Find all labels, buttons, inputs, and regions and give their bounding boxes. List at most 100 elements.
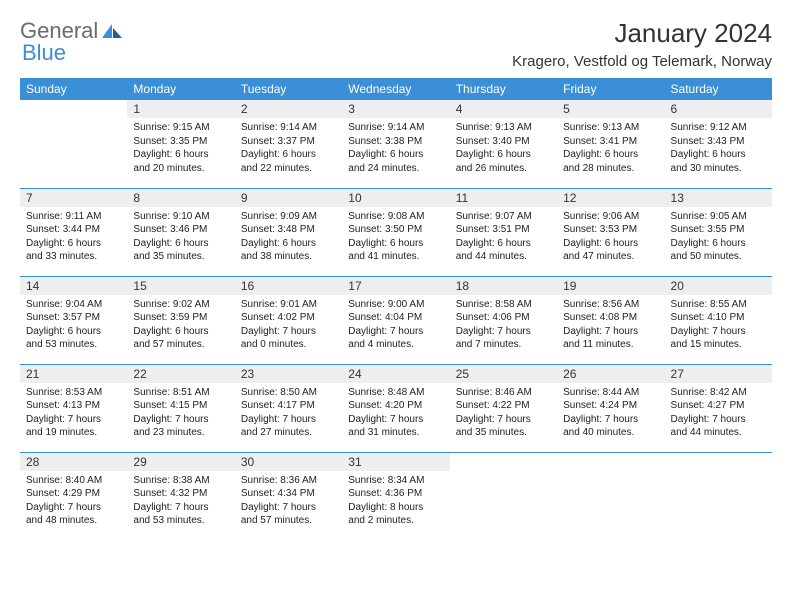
day-sunset: Sunset: 4:10 PM: [671, 311, 766, 325]
day-d1: Daylight: 7 hours: [26, 413, 121, 427]
calendar-cell: 4Sunrise: 9:13 AMSunset: 3:40 PMDaylight…: [450, 100, 557, 188]
day-d1: Daylight: 7 hours: [563, 325, 658, 339]
day-sunset: Sunset: 4:32 PM: [133, 487, 228, 501]
day-d1: Daylight: 6 hours: [26, 237, 121, 251]
day-d2: and 41 minutes.: [348, 250, 443, 264]
day-number: 7: [20, 189, 127, 207]
day-header-mon: Monday: [127, 78, 234, 100]
day-d2: and 44 minutes.: [671, 426, 766, 440]
calendar-cell: 5Sunrise: 9:13 AMSunset: 3:41 PMDaylight…: [557, 100, 664, 188]
day-number: 23: [235, 365, 342, 383]
location-label: Kragero, Vestfold og Telemark, Norway: [512, 53, 772, 70]
day-number: 29: [127, 453, 234, 471]
day-sunrise: Sunrise: 8:48 AM: [348, 386, 443, 400]
day-number: 12: [557, 189, 664, 207]
day-d2: and 15 minutes.: [671, 338, 766, 352]
day-d1: Daylight: 7 hours: [456, 325, 551, 339]
day-sunrise: Sunrise: 8:50 AM: [241, 386, 336, 400]
day-number: 22: [127, 365, 234, 383]
day-sunset: Sunset: 4:24 PM: [563, 399, 658, 413]
day-d1: Daylight: 6 hours: [671, 148, 766, 162]
day-d1: Daylight: 6 hours: [456, 237, 551, 251]
day-sunrise: Sunrise: 9:14 AM: [241, 121, 336, 135]
day-header-wed: Wednesday: [342, 78, 449, 100]
day-detail: Sunrise: 8:34 AMSunset: 4:36 PMDaylight:…: [342, 471, 449, 532]
day-number: 6: [665, 100, 772, 118]
day-d1: Daylight: 6 hours: [241, 237, 336, 251]
day-d1: Daylight: 7 hours: [563, 413, 658, 427]
day-number: 4: [450, 100, 557, 118]
day-detail: Sunrise: 9:13 AMSunset: 3:40 PMDaylight:…: [450, 118, 557, 179]
day-number: 16: [235, 277, 342, 295]
day-d2: and 35 minutes.: [133, 250, 228, 264]
day-header-thu: Thursday: [450, 78, 557, 100]
calendar-cell: 21Sunrise: 8:53 AMSunset: 4:13 PMDayligh…: [20, 364, 127, 452]
calendar-cell: 17Sunrise: 9:00 AMSunset: 4:04 PMDayligh…: [342, 276, 449, 364]
calendar-cell: 30Sunrise: 8:36 AMSunset: 4:34 PMDayligh…: [235, 452, 342, 540]
day-sunrise: Sunrise: 8:36 AM: [241, 474, 336, 488]
day-d2: and 23 minutes.: [133, 426, 228, 440]
day-detail: Sunrise: 9:14 AMSunset: 3:37 PMDaylight:…: [235, 118, 342, 179]
day-sunset: Sunset: 3:35 PM: [133, 135, 228, 149]
day-sunset: Sunset: 3:43 PM: [671, 135, 766, 149]
day-detail: Sunrise: 9:12 AMSunset: 3:43 PMDaylight:…: [665, 118, 772, 179]
calendar-cell: 16Sunrise: 9:01 AMSunset: 4:02 PMDayligh…: [235, 276, 342, 364]
day-d1: Daylight: 6 hours: [26, 325, 121, 339]
day-d1: Daylight: 7 hours: [456, 413, 551, 427]
day-number: 30: [235, 453, 342, 471]
day-header-fri: Friday: [557, 78, 664, 100]
day-sunrise: Sunrise: 8:58 AM: [456, 298, 551, 312]
calendar-page: General January 2024 Kragero, Vestfold o…: [0, 0, 792, 550]
day-sunrise: Sunrise: 8:40 AM: [26, 474, 121, 488]
day-sunrise: Sunrise: 8:42 AM: [671, 386, 766, 400]
day-d2: and 30 minutes.: [671, 162, 766, 176]
calendar-cell: 19Sunrise: 8:56 AMSunset: 4:08 PMDayligh…: [557, 276, 664, 364]
day-d2: and 28 minutes.: [563, 162, 658, 176]
day-detail: Sunrise: 9:08 AMSunset: 3:50 PMDaylight:…: [342, 207, 449, 268]
day-number: 26: [557, 365, 664, 383]
day-detail: Sunrise: 9:11 AMSunset: 3:44 PMDaylight:…: [20, 207, 127, 268]
day-d2: and 7 minutes.: [456, 338, 551, 352]
calendar-cell: 3Sunrise: 9:14 AMSunset: 3:38 PMDaylight…: [342, 100, 449, 188]
day-number: 15: [127, 277, 234, 295]
day-d2: and 57 minutes.: [241, 514, 336, 528]
calendar-row: 28Sunrise: 8:40 AMSunset: 4:29 PMDayligh…: [20, 452, 772, 540]
calendar-cell: 9Sunrise: 9:09 AMSunset: 3:48 PMDaylight…: [235, 188, 342, 276]
calendar-cell: 28Sunrise: 8:40 AMSunset: 4:29 PMDayligh…: [20, 452, 127, 540]
day-number: 17: [342, 277, 449, 295]
day-d1: Daylight: 6 hours: [671, 237, 766, 251]
logo-sail-icon: [100, 22, 124, 40]
title-block: January 2024 Kragero, Vestfold og Telema…: [512, 18, 772, 70]
day-sunset: Sunset: 4:17 PM: [241, 399, 336, 413]
day-sunrise: Sunrise: 9:13 AM: [456, 121, 551, 135]
day-d2: and 0 minutes.: [241, 338, 336, 352]
day-sunrise: Sunrise: 8:55 AM: [671, 298, 766, 312]
day-sunset: Sunset: 4:20 PM: [348, 399, 443, 413]
day-sunset: Sunset: 3:37 PM: [241, 135, 336, 149]
day-d1: Daylight: 7 hours: [671, 413, 766, 427]
calendar-cell: 2Sunrise: 9:14 AMSunset: 3:37 PMDaylight…: [235, 100, 342, 188]
day-sunrise: Sunrise: 9:14 AM: [348, 121, 443, 135]
calendar-table: Sunday Monday Tuesday Wednesday Thursday…: [20, 78, 772, 540]
day-number: 5: [557, 100, 664, 118]
day-d2: and 20 minutes.: [133, 162, 228, 176]
day-sunrise: Sunrise: 9:08 AM: [348, 210, 443, 224]
day-sunset: Sunset: 4:08 PM: [563, 311, 658, 325]
day-number: 28: [20, 453, 127, 471]
day-sunset: Sunset: 3:55 PM: [671, 223, 766, 237]
day-sunset: Sunset: 3:41 PM: [563, 135, 658, 149]
day-detail: Sunrise: 9:15 AMSunset: 3:35 PMDaylight:…: [127, 118, 234, 179]
day-sunset: Sunset: 3:38 PM: [348, 135, 443, 149]
day-sunrise: Sunrise: 8:51 AM: [133, 386, 228, 400]
calendar-cell: [665, 452, 772, 540]
day-number: 2: [235, 100, 342, 118]
day-d2: and 4 minutes.: [348, 338, 443, 352]
calendar-cell: 6Sunrise: 9:12 AMSunset: 3:43 PMDaylight…: [665, 100, 772, 188]
day-number: 9: [235, 189, 342, 207]
day-detail: Sunrise: 8:46 AMSunset: 4:22 PMDaylight:…: [450, 383, 557, 444]
day-sunrise: Sunrise: 9:04 AM: [26, 298, 121, 312]
day-sunrise: Sunrise: 9:06 AM: [563, 210, 658, 224]
day-sunrise: Sunrise: 9:13 AM: [563, 121, 658, 135]
calendar-cell: 7Sunrise: 9:11 AMSunset: 3:44 PMDaylight…: [20, 188, 127, 276]
day-sunrise: Sunrise: 8:53 AM: [26, 386, 121, 400]
